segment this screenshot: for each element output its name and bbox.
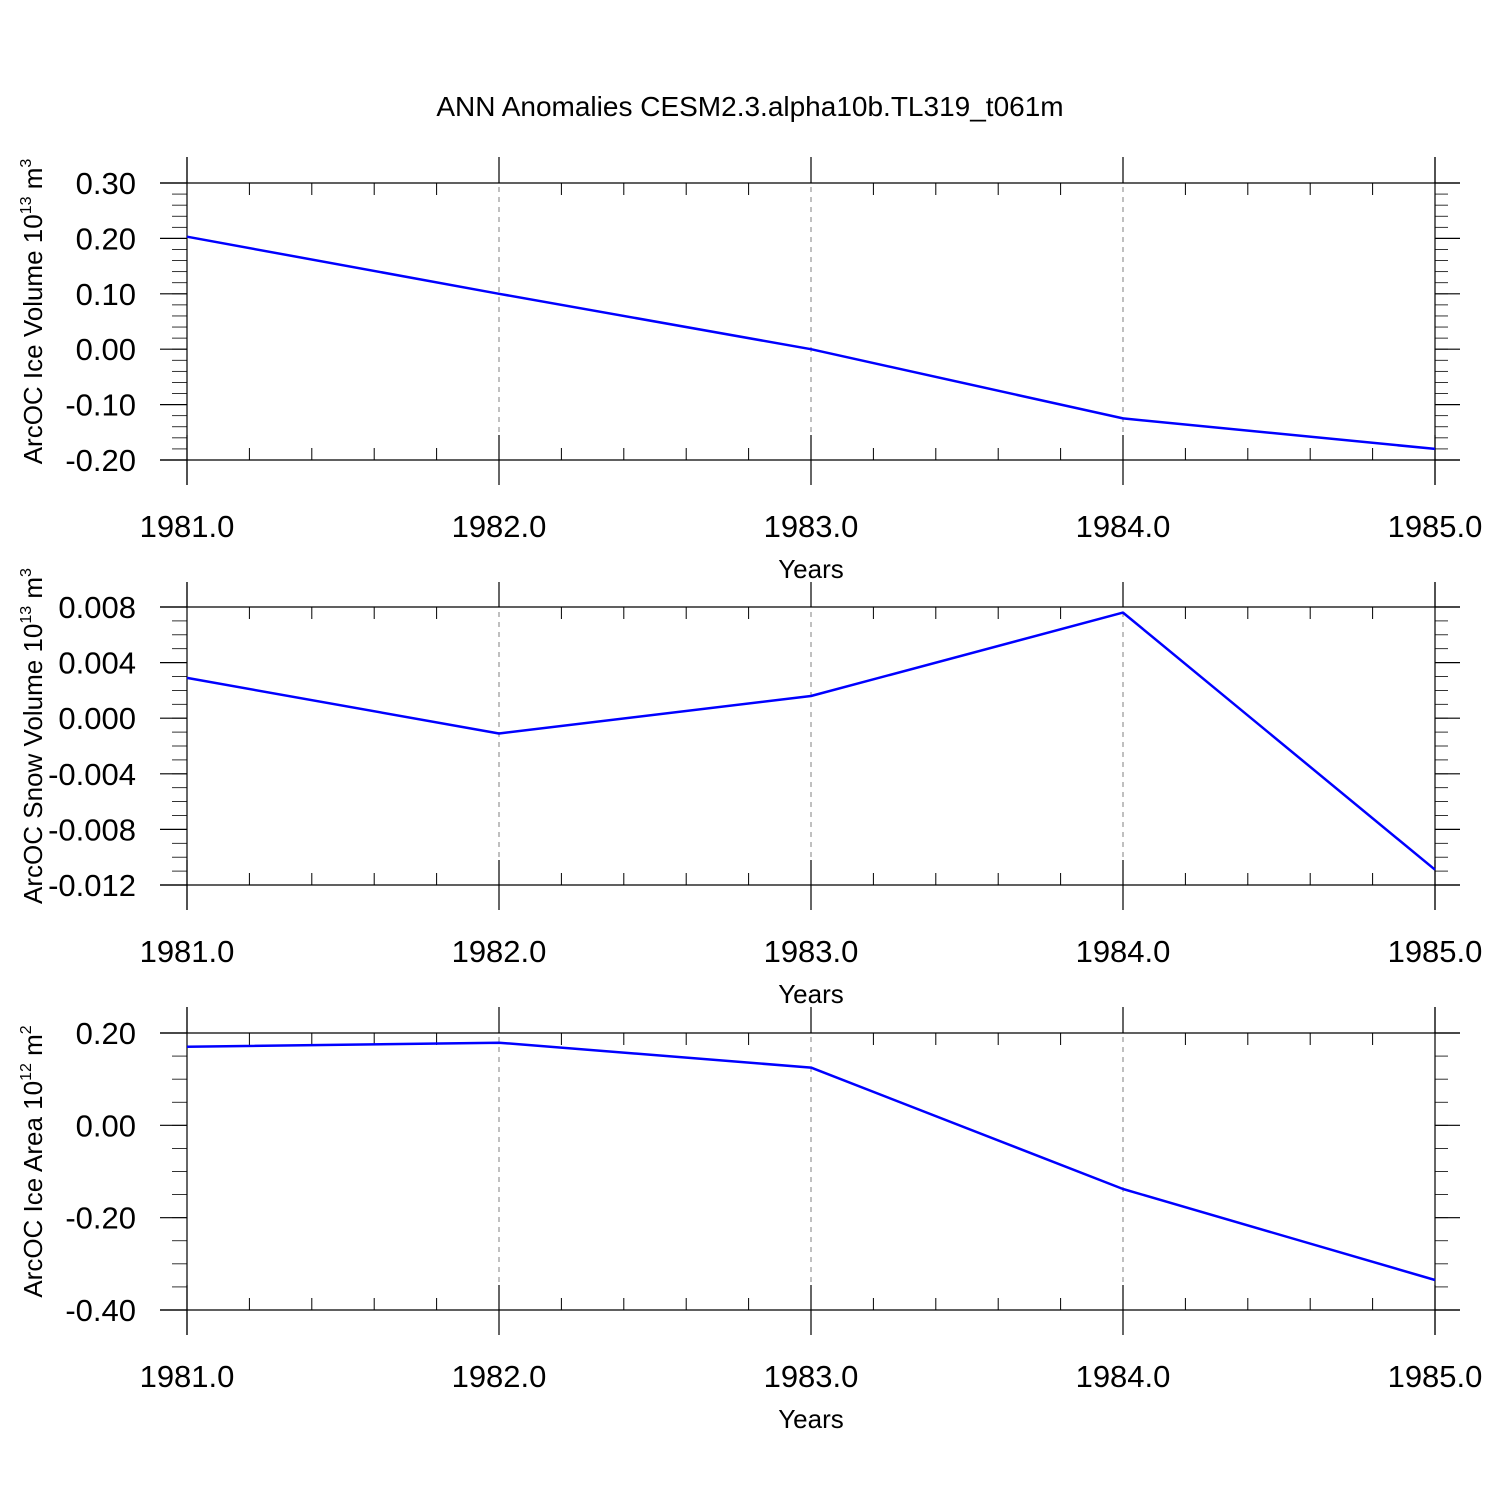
x-tick-label: 1985.0 xyxy=(1388,1359,1483,1394)
y-axis-title: ArcOC Ice Volume 1013 m3 xyxy=(18,159,48,465)
y-tick-label: -0.008 xyxy=(48,812,136,847)
x-tick-label: 1982.0 xyxy=(452,934,547,969)
y-tick-label: -0.20 xyxy=(65,443,136,478)
x-axis-title: Years xyxy=(778,1404,844,1434)
x-tick-label: 1984.0 xyxy=(1076,1359,1171,1394)
y-tick-label: 0.20 xyxy=(76,221,136,256)
y-tick-label: 0.008 xyxy=(58,590,136,625)
x-axis-title: Years xyxy=(778,979,844,1009)
y-tick-label: 0.10 xyxy=(76,277,136,312)
y-tick-label: -0.012 xyxy=(48,868,136,903)
x-tick-label: 1981.0 xyxy=(140,934,235,969)
y-tick-label: 0.000 xyxy=(58,701,136,736)
x-tick-label: 1984.0 xyxy=(1076,934,1171,969)
y-tick-label: 0.30 xyxy=(76,166,136,201)
y-tick-label: -0.004 xyxy=(48,757,136,792)
x-tick-label: 1982.0 xyxy=(452,509,547,544)
x-tick-label: 1983.0 xyxy=(764,509,859,544)
series-line xyxy=(187,613,1435,870)
y-tick-label: 0.20 xyxy=(76,1016,136,1051)
chart-title: ANN Anomalies CESM2.3.alpha10b.TL319_t06… xyxy=(436,91,1063,122)
x-tick-label: 1985.0 xyxy=(1388,934,1483,969)
y-axis-title: ArcOC Ice Area 1012 m2 xyxy=(18,1025,48,1297)
y-tick-label: -0.40 xyxy=(65,1293,136,1328)
y-tick-label: 0.00 xyxy=(76,1108,136,1143)
x-axis-title: Years xyxy=(778,554,844,584)
x-tick-label: 1983.0 xyxy=(764,1359,859,1394)
x-tick-label: 1981.0 xyxy=(140,1359,235,1394)
x-tick-label: 1983.0 xyxy=(764,934,859,969)
y-axis-title: ArcOC Snow Volume 1013 m3 xyxy=(18,568,48,904)
x-tick-label: 1981.0 xyxy=(140,509,235,544)
y-tick-label: 0.00 xyxy=(76,332,136,367)
y-tick-label: -0.20 xyxy=(65,1201,136,1236)
x-tick-label: 1984.0 xyxy=(1076,509,1171,544)
y-tick-label: -0.10 xyxy=(65,388,136,423)
y-tick-label: 0.004 xyxy=(58,646,136,681)
x-tick-label: 1982.0 xyxy=(452,1359,547,1394)
x-tick-label: 1985.0 xyxy=(1388,509,1483,544)
